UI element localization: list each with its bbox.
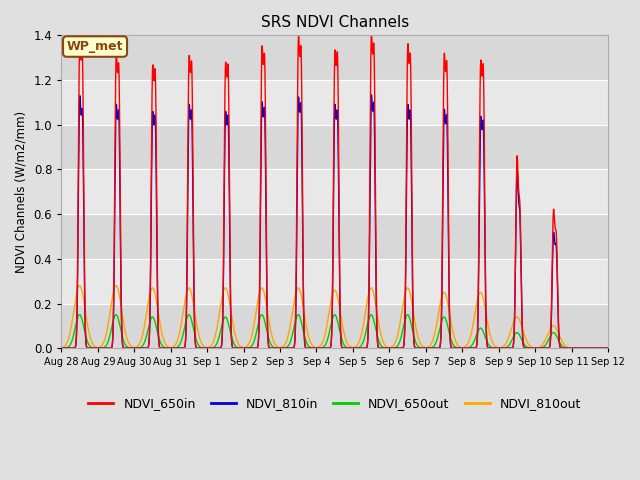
Bar: [61, 169, 608, 214]
Bar: [61, 80, 608, 125]
Bar: [61, 259, 608, 303]
Bar: [61, 36, 608, 80]
Legend: NDVI_650in, NDVI_810in, NDVI_650out, NDVI_810out: NDVI_650in, NDVI_810in, NDVI_650out, NDV…: [83, 392, 586, 415]
Text: WP_met: WP_met: [67, 40, 124, 53]
Title: SRS NDVI Channels: SRS NDVI Channels: [260, 15, 409, 30]
Y-axis label: NDVI Channels (W/m2/mm): NDVI Channels (W/m2/mm): [15, 111, 28, 273]
Bar: [61, 214, 608, 259]
Bar: [61, 303, 608, 348]
Bar: [61, 125, 608, 169]
